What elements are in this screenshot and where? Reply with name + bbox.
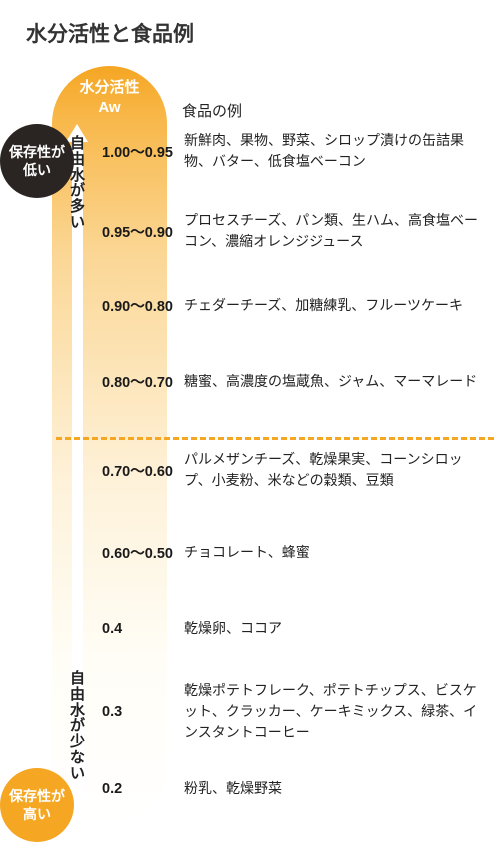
food-examples: プロセスチーズ、パン類、生ハム、高食塩ベーコン、濃縮オレンジジュース: [180, 210, 490, 252]
aw-value: 0.70～0.60: [100, 460, 180, 481]
low-preservability-badge: 保存性が 低い: [0, 124, 74, 198]
aw-value: 0.3: [100, 704, 180, 720]
aw-row: 0.60～0.50チョコレート、蜂蜜: [100, 542, 490, 563]
aw-value: 0.60～0.50: [100, 542, 180, 563]
threshold-divider: [56, 437, 494, 440]
badge-text: 保存性が: [9, 144, 65, 160]
aw-value: 0.4: [100, 621, 180, 637]
aw-row: 1.00～0.95新鮮肉、果物、野菜、シロップ漬けの缶詰果物、バター、低食塩ベー…: [100, 130, 490, 172]
aw-value: 0.80～0.70: [100, 371, 180, 392]
aw-value: 0.2: [100, 781, 180, 797]
food-examples: 乾燥ポテトフレーク、ポテトチップス、ビスケット、クラッカー、ケーキミックス、緑茶…: [180, 680, 490, 743]
aw-value: 0.95～0.90: [100, 221, 180, 242]
aw-value: 1.00～0.95: [100, 141, 180, 162]
aw-row: 0.80～0.70糖蜜、高濃度の塩蔵魚、ジャム、マーマレード: [100, 371, 490, 392]
page-title: 水分活性と食品例: [0, 0, 500, 66]
food-examples: 新鮮肉、果物、野菜、シロップ漬けの缶詰果物、バター、低食塩ベーコン: [180, 130, 490, 172]
aw-row: 0.90～0.80チェダーチーズ、加糖練乳、フルーツケーキ: [100, 295, 490, 316]
badge-text: 高い: [23, 806, 51, 822]
aw-row: 0.70～0.60パルメザンチーズ、乾燥果実、コーンシロップ、小麦粉、米などの穀…: [100, 449, 490, 491]
aw-header-line1: 水分活性: [79, 79, 139, 96]
food-examples: 乾燥卵、ココア: [180, 618, 490, 639]
badge-text: 低い: [23, 162, 51, 178]
aw-row: 0.3乾燥ポテトフレーク、ポテトチップス、ビスケット、クラッカー、ケーキミックス…: [100, 680, 490, 743]
aw-value: 0.90～0.80: [100, 295, 180, 316]
food-examples: チェダーチーズ、加糖練乳、フルーツケーキ: [180, 295, 490, 316]
aw-row: 0.95～0.90プロセスチーズ、パン類、生ハム、高食塩ベーコン、濃縮オレンジジ…: [100, 210, 490, 252]
high-preservability-badge: 保存性が 高い: [0, 768, 74, 842]
aw-diagram: 水分活性 Aw 食品の例 自由水が多い 自由水が少ない 保存性が 低い 保存性が…: [0, 66, 500, 836]
aw-header: 水分活性 Aw: [52, 78, 167, 119]
free-water-low-label: 自由水が少ない: [62, 671, 94, 781]
aw-row: 0.2粉乳、乾燥野菜: [100, 778, 490, 799]
aw-row: 0.4乾燥卵、ココア: [100, 618, 490, 639]
aw-header-line2: Aw: [98, 99, 120, 116]
food-examples: パルメザンチーズ、乾燥果実、コーンシロップ、小麦粉、米などの穀類、豆類: [180, 449, 490, 491]
food-examples: 糖蜜、高濃度の塩蔵魚、ジャム、マーマレード: [180, 371, 490, 392]
food-examples: 粉乳、乾燥野菜: [180, 778, 490, 799]
badge-text: 保存性が: [9, 788, 65, 804]
examples-header: 食品の例: [182, 100, 242, 121]
food-examples: チョコレート、蜂蜜: [180, 542, 490, 563]
